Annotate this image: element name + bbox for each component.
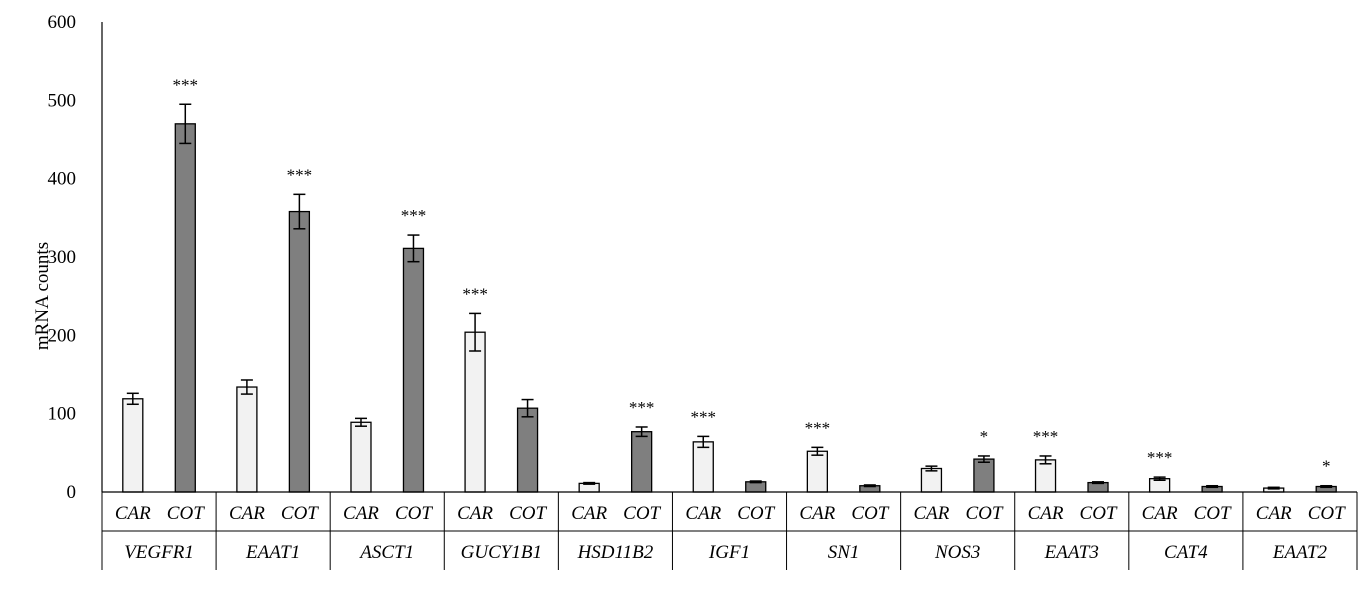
gene-label: SN1 xyxy=(828,542,860,563)
y-tick-label: 300 xyxy=(48,247,77,268)
subcategory-label: COT xyxy=(623,503,661,524)
bar-car xyxy=(122,398,144,493)
significance-label: *** xyxy=(1033,427,1059,446)
significance-label: *** xyxy=(462,284,488,303)
significance-label: *** xyxy=(401,206,427,225)
gene-label: CAT4 xyxy=(1164,542,1208,563)
subcategory-label: COT xyxy=(965,503,1003,524)
subcategory-label: CAR xyxy=(1142,503,1178,524)
bar-cot xyxy=(402,247,425,493)
y-axis-title: mRNA counts xyxy=(32,242,53,350)
subcategory-label: COT xyxy=(395,503,433,524)
subcategory-label: COT xyxy=(1080,503,1118,524)
gene-label: VEGFR1 xyxy=(124,542,194,563)
gene-label: EAAT3 xyxy=(1044,542,1099,563)
subcategory-label: COT xyxy=(281,503,319,524)
subcategory-label: CAR xyxy=(343,503,379,524)
gene-label: GUCY1B1 xyxy=(461,542,542,563)
y-tick-label: 100 xyxy=(48,404,77,425)
bar-cot xyxy=(516,407,539,493)
gene-label: NOS3 xyxy=(934,542,980,563)
subcategory-label: CAR xyxy=(1256,503,1292,524)
bar-car xyxy=(692,441,714,493)
bar-car xyxy=(236,386,258,493)
bar-car xyxy=(350,421,372,493)
subcategory-label: CAR xyxy=(913,503,949,524)
subcategory-label: CAR xyxy=(685,503,721,524)
significance-label: *** xyxy=(287,165,313,184)
y-tick-label: 600 xyxy=(48,12,77,33)
significance-label: *** xyxy=(1147,448,1173,467)
subcategory-label: CAR xyxy=(229,503,265,524)
bar-car xyxy=(464,331,486,493)
y-tick-label: 500 xyxy=(48,90,77,111)
bar-cot xyxy=(288,210,311,493)
subcategory-label: CAR xyxy=(457,503,493,524)
gene-label: ASCT1 xyxy=(358,542,414,563)
significance-label: * xyxy=(1322,457,1331,476)
gene-label: IGF1 xyxy=(708,542,750,563)
significance-label: * xyxy=(980,427,989,446)
y-tick-label: 200 xyxy=(48,325,77,346)
bar-cot xyxy=(973,458,995,493)
category-table: VEGFR1 CAR COT EAAT1 CAR COT ASCT1 CAR COT GUCY1B… xyxy=(101,491,1358,570)
y-tick-label: 400 xyxy=(48,169,77,190)
y-tick-label: 0 xyxy=(67,482,77,503)
gene-label: EAAT1 xyxy=(245,542,300,563)
subcategory-label: COT xyxy=(1194,503,1232,524)
significance-label: *** xyxy=(691,407,717,426)
subcategory-label: CAR xyxy=(115,503,151,524)
significance-label: *** xyxy=(805,418,831,437)
bar-car xyxy=(806,450,828,493)
bar-car xyxy=(920,467,943,493)
bars: *************** ****** * ****** * xyxy=(122,75,1337,493)
bar-cot xyxy=(174,123,196,493)
subcategory-label: COT xyxy=(851,503,889,524)
subcategory-label: CAR xyxy=(1028,503,1064,524)
subcategory-label: CAR xyxy=(799,503,835,524)
bar-cot xyxy=(631,431,653,493)
gene-label: EAAT2 xyxy=(1272,542,1328,563)
bar-car xyxy=(1034,459,1057,493)
subcategory-label: COT xyxy=(737,503,775,524)
significance-label: *** xyxy=(173,75,199,94)
gene-label: HSD11B2 xyxy=(577,542,654,563)
y-axis: 0 100 200 300 400 500 600 xyxy=(48,12,103,503)
subcategory-label: COT xyxy=(509,503,547,524)
subcategory-label: COT xyxy=(1308,503,1346,524)
significance-label: *** xyxy=(629,398,655,417)
subcategory-label: COT xyxy=(167,503,205,524)
subcategory-label: CAR xyxy=(571,503,607,524)
